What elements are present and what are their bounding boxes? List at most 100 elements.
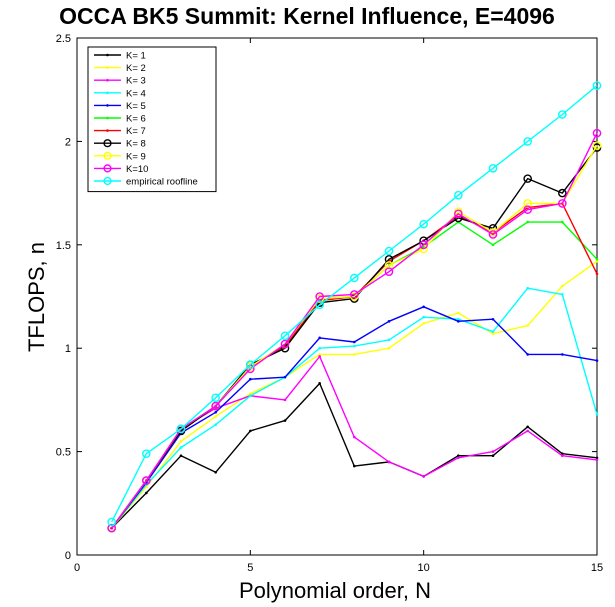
data-point <box>561 293 564 296</box>
data-point <box>558 110 567 119</box>
data-point <box>246 360 255 370</box>
data-point <box>526 429 529 433</box>
data-point <box>249 377 252 381</box>
legend-label: K= 1 <box>126 51 146 62</box>
legend-label: K= 5 <box>126 101 146 112</box>
legend-label: K= 6 <box>126 114 146 125</box>
legend-label: K= 8 <box>126 139 146 150</box>
legend-item: K= 1 <box>94 51 146 62</box>
data-point <box>422 322 425 325</box>
legend-marker <box>106 104 109 107</box>
data-point <box>592 81 602 90</box>
data-point <box>595 359 599 362</box>
data-point <box>457 311 460 315</box>
legend-label: empirical roofline <box>126 177 198 188</box>
data-point <box>419 240 428 250</box>
data-point <box>457 456 460 460</box>
data-point <box>283 419 287 422</box>
legend-label: K= 3 <box>126 76 146 87</box>
y-tick-label: 2 <box>65 136 71 148</box>
data-point <box>595 260 599 263</box>
y-tick-label: 1.5 <box>56 240 71 252</box>
data-point <box>179 439 183 443</box>
data-point <box>491 243 495 247</box>
series-line <box>111 132 598 529</box>
legend-label: K= 7 <box>126 126 146 137</box>
data-point <box>249 392 252 395</box>
legend-item: K= 6 <box>94 114 146 125</box>
y-tick-label: 1 <box>65 343 71 355</box>
data-point <box>457 320 460 323</box>
data-point <box>387 460 391 464</box>
data-point <box>214 423 217 427</box>
data-point <box>211 401 220 411</box>
data-point <box>558 199 567 208</box>
data-point <box>142 476 151 485</box>
data-point <box>457 317 460 321</box>
legend-label: K= 9 <box>126 151 146 162</box>
legend-marker <box>106 53 109 57</box>
data-point <box>387 338 391 342</box>
x-axis-label: Polynomial order, N <box>239 578 431 603</box>
data-point <box>488 230 498 239</box>
data-point <box>214 470 217 474</box>
legend-marker <box>106 78 109 82</box>
data-point <box>353 353 356 356</box>
legend-marker <box>103 139 112 148</box>
y-tick-label: 0 <box>65 550 71 562</box>
data-point <box>523 137 532 146</box>
legend-item: K= 2 <box>94 63 146 74</box>
data-point <box>353 435 356 439</box>
data-point <box>280 331 290 341</box>
data-point <box>315 292 324 301</box>
data-point <box>491 450 495 453</box>
data-point <box>488 163 498 173</box>
data-point <box>214 415 217 418</box>
data-point <box>387 346 391 350</box>
data-point <box>142 449 151 458</box>
legend-item: K= 9 <box>94 151 146 162</box>
data-point <box>523 205 532 214</box>
data-point <box>595 413 599 416</box>
data-point <box>595 257 599 261</box>
data-point <box>384 261 394 270</box>
data-point <box>179 446 183 449</box>
legend-label: K= 2 <box>126 63 146 74</box>
legend-marker <box>103 164 112 173</box>
data-point <box>592 141 602 150</box>
data-point <box>561 454 564 458</box>
legend-marker <box>106 66 109 69</box>
data-point <box>526 324 529 327</box>
legend-item: K= 8 <box>94 139 146 150</box>
data-point <box>595 456 599 460</box>
data-point <box>214 411 217 414</box>
data-point <box>523 174 532 183</box>
data-point <box>318 353 321 356</box>
data-point <box>419 219 428 229</box>
data-point <box>491 330 495 333</box>
legend-label: K=10 <box>126 164 148 175</box>
legend-marker <box>106 116 109 120</box>
data-point <box>491 317 495 321</box>
y-tick-label: 0.5 <box>56 447 71 459</box>
data-point <box>561 452 564 455</box>
data-point <box>457 454 460 458</box>
legend: K= 1K= 2 K= 3K= 4 K= 5 K= 6K= 7 K= 8K= 9 K=10… <box>87 46 217 193</box>
data-point <box>526 353 529 356</box>
data-point <box>249 429 252 433</box>
x-tick-label: 5 <box>247 562 253 574</box>
data-point <box>211 393 220 403</box>
data-point <box>523 199 532 208</box>
data-point <box>595 458 599 462</box>
y-axis-label: TFLOPS, n <box>24 242 49 352</box>
x-tick-label: 10 <box>418 562 430 574</box>
legend-marker <box>106 91 109 95</box>
data-point <box>280 339 290 349</box>
legend-box <box>87 46 217 193</box>
data-point <box>176 424 186 434</box>
data-point <box>387 320 391 323</box>
x-tick-label: 0 <box>74 562 80 574</box>
data-point <box>592 128 602 138</box>
data-point <box>526 286 529 290</box>
data-point <box>491 332 495 336</box>
